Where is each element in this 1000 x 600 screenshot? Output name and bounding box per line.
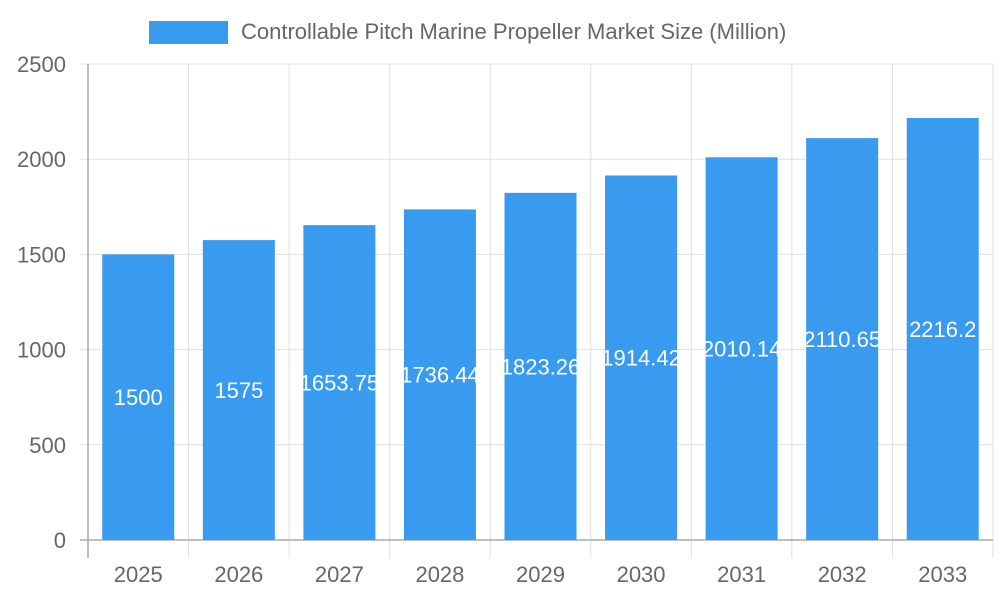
legend-label: Controllable Pitch Marine Propeller Mark… [241, 19, 787, 44]
bar [202, 240, 275, 540]
bar [705, 157, 778, 540]
y-tick-label: 2000 [17, 147, 66, 172]
data-label: 1653.75 [300, 371, 380, 396]
legend-swatch [149, 20, 228, 44]
x-tick-label: 2032 [818, 562, 867, 587]
y-tick-label: 1500 [17, 242, 66, 267]
bar [303, 225, 376, 540]
data-label: 1914.42 [601, 346, 681, 371]
bar [504, 192, 577, 540]
x-tick-label: 2028 [415, 562, 464, 587]
bar [403, 209, 476, 540]
data-label: 1575 [214, 378, 263, 403]
legend[interactable]: Controllable Pitch Marine Propeller Mark… [149, 18, 786, 46]
data-label: 1736.44 [400, 363, 480, 388]
y-tick-label: 0 [54, 528, 66, 553]
x-tick-label: 2029 [516, 562, 565, 587]
x-tick-label: 2031 [717, 562, 766, 587]
x-tick-label: 2033 [918, 562, 967, 587]
x-tick-label: 2030 [617, 562, 666, 587]
data-label: 1823.26 [501, 354, 581, 379]
data-label: 2110.65 [803, 327, 881, 352]
data-label: 2216.2 [909, 317, 976, 342]
y-tick-label: 2500 [17, 52, 66, 77]
y-tick-label: 1000 [17, 338, 66, 363]
x-tick-label: 2026 [214, 562, 263, 587]
x-tick-label: 2027 [315, 562, 364, 587]
bar [605, 175, 678, 540]
bar [102, 254, 175, 540]
data-label: 1500 [114, 385, 163, 410]
bar [806, 138, 879, 540]
y-tick-label: 500 [29, 433, 66, 458]
x-tick-label: 2025 [114, 562, 163, 587]
data-label: 2010.14 [702, 337, 782, 362]
bar [906, 118, 979, 540]
